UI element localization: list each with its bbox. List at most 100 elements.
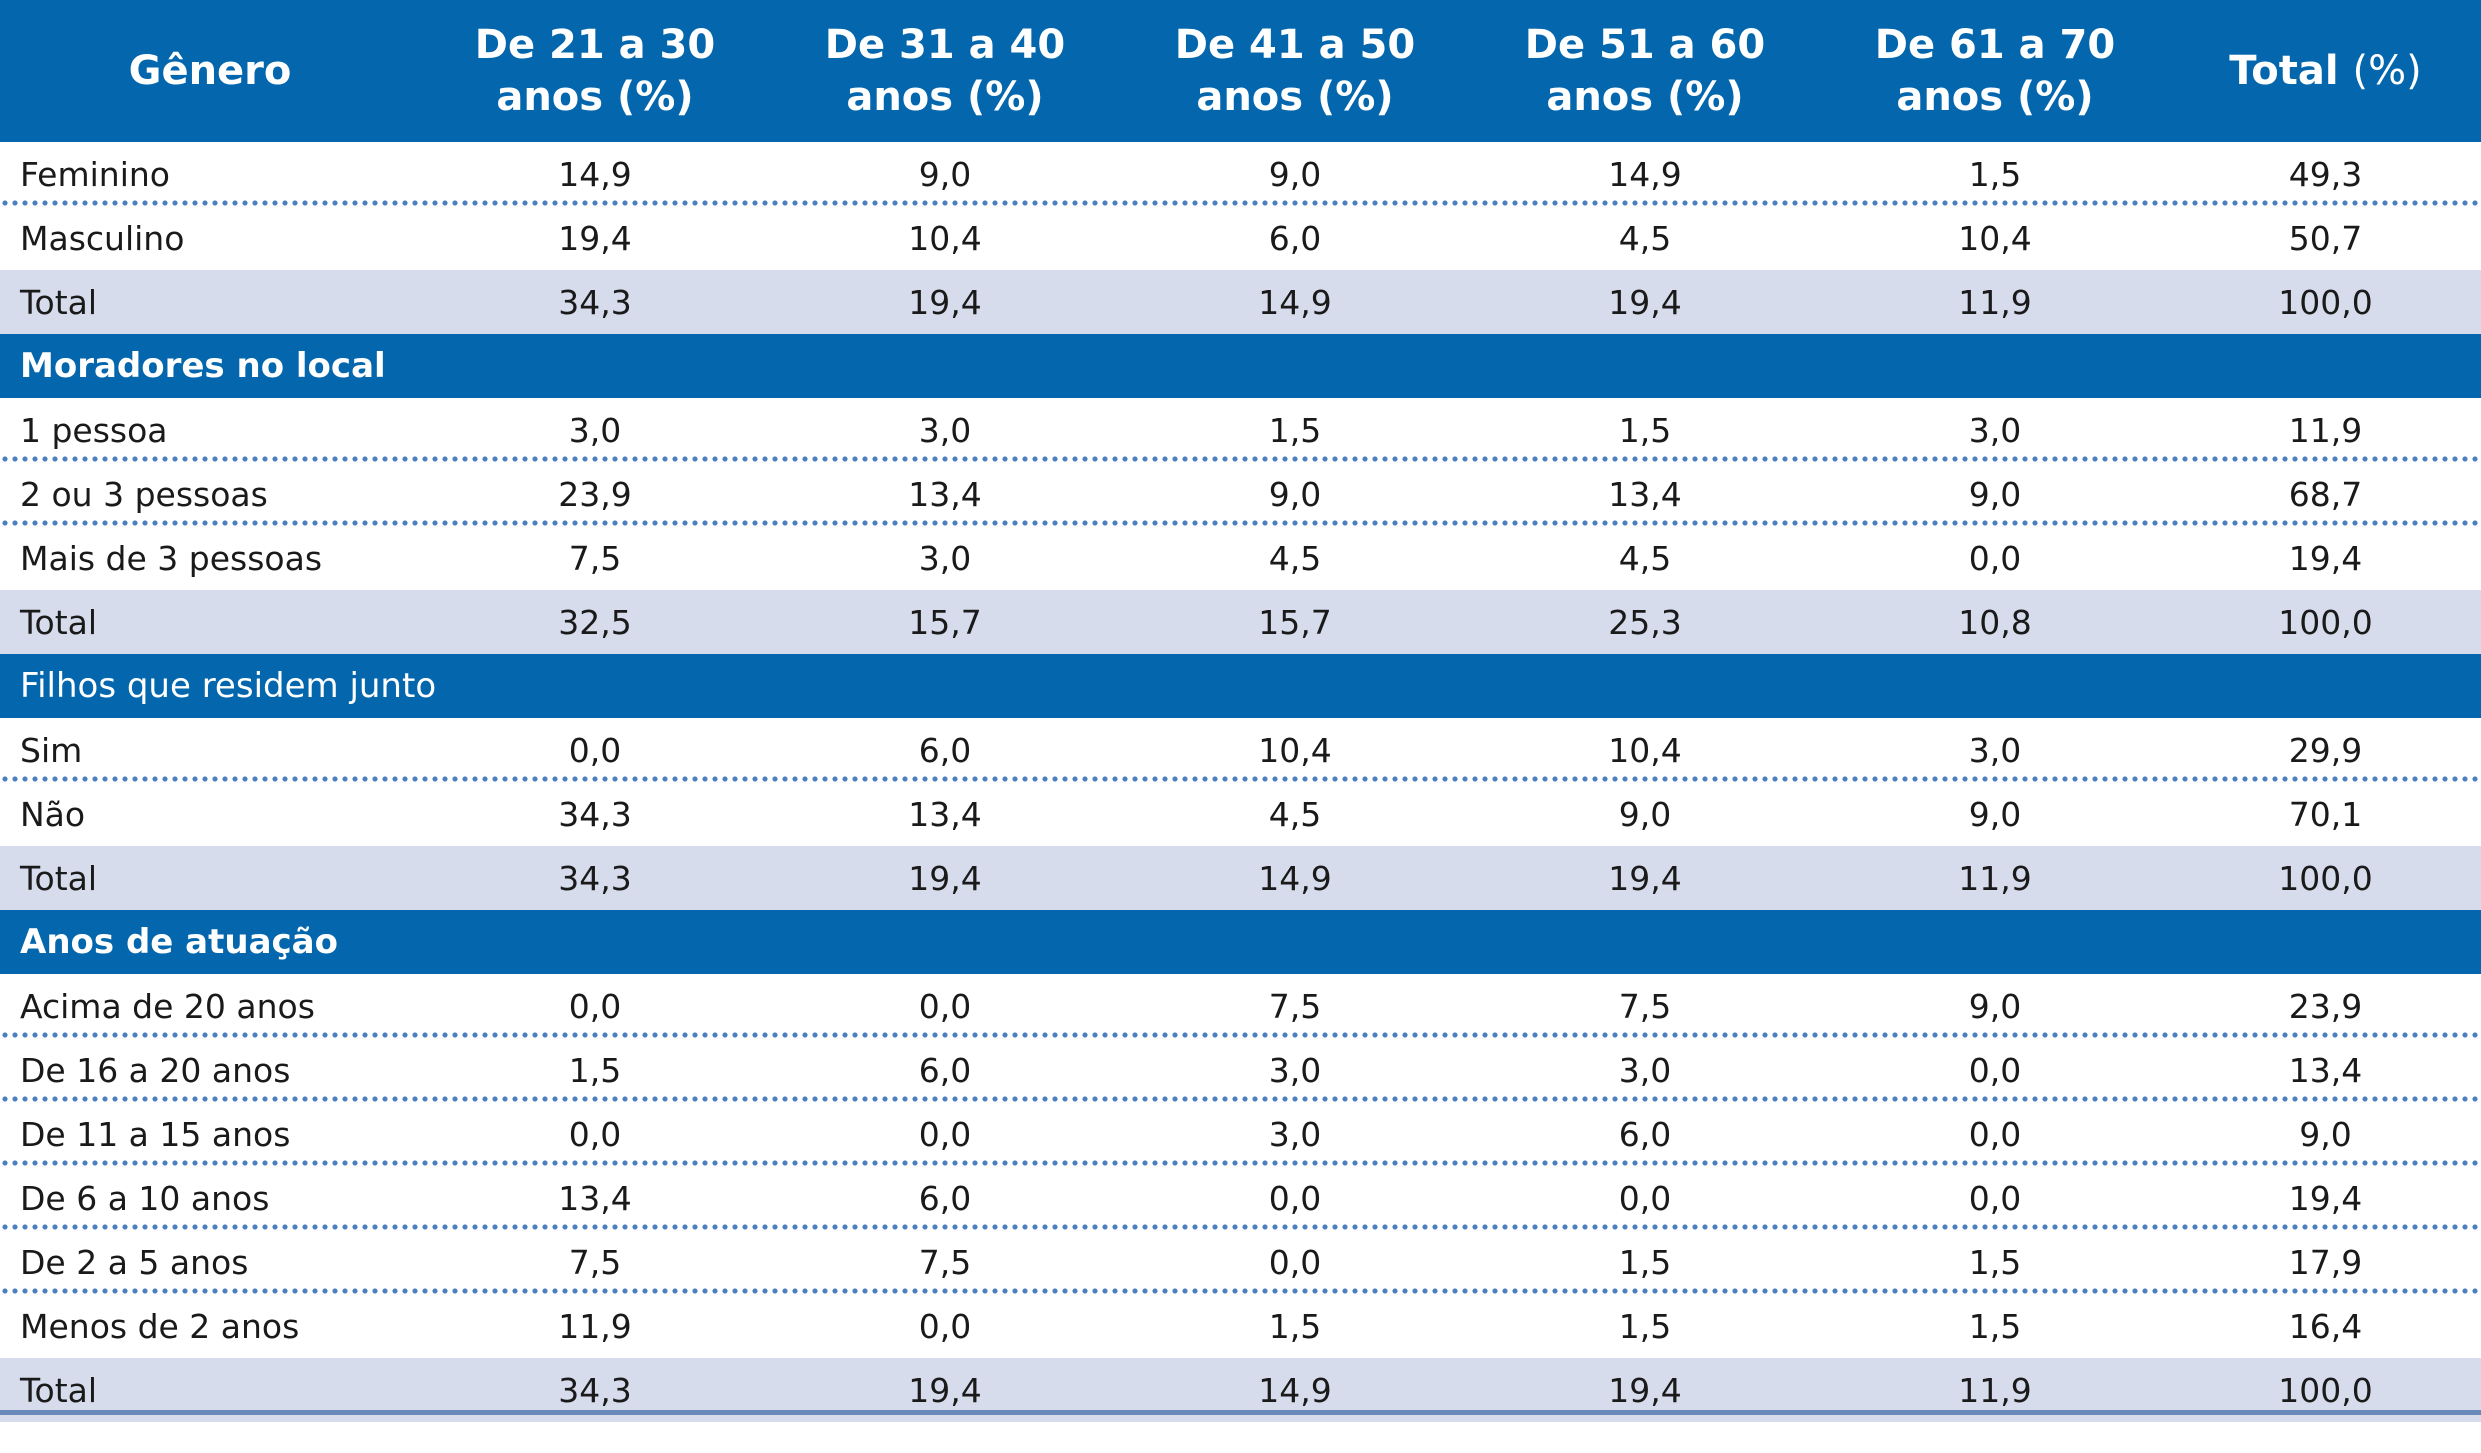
value-cell: 6,0 <box>1470 1102 1820 1166</box>
value-cell: 1,5 <box>1120 398 1470 462</box>
value-cell: 6,0 <box>770 1038 1120 1102</box>
value-cell: 0,0 <box>420 974 770 1038</box>
value-cell: 1,5 <box>420 1038 770 1102</box>
header-unit: anos (%) <box>1196 74 1394 120</box>
header-age-21-30: De 21 a 30 anos (%) <box>420 0 770 142</box>
value-cell: 9,0 <box>1120 142 1470 206</box>
value-cell: 0,0 <box>770 974 1120 1038</box>
header-range: De 21 a 30 <box>474 22 716 68</box>
section-title: Anos de atuação <box>20 922 338 962</box>
row-total-cell: 19,4 <box>2288 538 2363 578</box>
row-label: Menos de 2 anos <box>20 1306 300 1346</box>
value-cell: 6,0 <box>770 718 1120 782</box>
total-value-cell: 14,9 <box>1120 846 1470 910</box>
value-cell: 3,0 <box>918 538 972 578</box>
total-value-cell: 19,4 <box>770 270 1120 334</box>
row-label: Acima de 20 anos <box>0 974 420 1038</box>
value-cell: 10,4 <box>908 218 982 258</box>
row-total-cell: 9,0 <box>2170 1102 2481 1166</box>
value-cell: 13,4 <box>770 462 1120 526</box>
table-row: De 16 a 20 anos 1,5 6,0 3,0 3,0 0,0 13,4 <box>0 1038 2481 1102</box>
header-total-unit: (%) <box>2352 48 2422 94</box>
table-row: Masculino 19,4 10,4 6,0 4,5 10,4 50,7 <box>0 206 2481 270</box>
total-value-cell: 25,3 <box>1470 590 1820 654</box>
table-row: Feminino 14,9 9,0 9,0 14,9 1,5 49,3 <box>0 142 2481 206</box>
section-title: Filhos que residem junto <box>20 666 437 706</box>
header-genero: Gênero <box>128 48 292 94</box>
row-label: 2 ou 3 pessoas <box>0 462 420 526</box>
row-label: De 16 a 20 anos <box>0 1038 420 1102</box>
header-range: De 41 a 50 <box>1174 22 1416 68</box>
data-table: Gênero De 21 a 30 anos (%) De 31 a 40 anos… <box>0 0 2481 1422</box>
value-cell: 7,5 <box>1470 974 1820 1038</box>
section-header-row: Anos de atuação <box>0 910 2481 974</box>
total-row: Total 34,3 19,4 14,9 19,4 11,9 100,0 <box>0 270 2481 334</box>
table-row: De 11 a 15 anos 0,0 0,0 3,0 6,0 0,0 9,0 <box>0 1102 2481 1166</box>
total-value-cell: 100,0 <box>2170 590 2481 654</box>
row-total-cell: 49,3 <box>2170 142 2481 206</box>
value-cell: 1,5 <box>1268 1306 1322 1346</box>
row-total-cell: 70,1 <box>2288 794 2363 834</box>
row-label: De 2 a 5 anos <box>0 1230 420 1294</box>
value-cell: 3,0 <box>1820 398 2170 462</box>
table-row: Menos de 2 anos 11,9 0,0 1,5 1,5 1,5 16,4 <box>0 1294 2481 1358</box>
value-cell: 34,3 <box>558 794 632 834</box>
value-cell: 3,0 <box>1120 1102 1470 1166</box>
value-cell: 0,0 <box>1820 1038 2170 1102</box>
value-cell: 4,5 <box>1618 218 1672 258</box>
value-cell: 9,0 <box>1820 462 2170 526</box>
row-label: De 11 a 15 anos <box>0 1102 420 1166</box>
table-row: Sim 0,0 6,0 10,4 10,4 3,0 29,9 <box>0 718 2481 782</box>
value-cell: 14,9 <box>420 142 770 206</box>
value-cell: 9,0 <box>770 142 1120 206</box>
section-header-row: Filhos que residem junto <box>0 654 2481 718</box>
row-total-cell: 13,4 <box>2170 1038 2481 1102</box>
row-total-cell: 29,9 <box>2170 718 2481 782</box>
value-cell: 9,0 <box>1618 794 1672 834</box>
total-value-cell: 15,7 <box>770 590 1120 654</box>
header-age-31-40: De 31 a 40 anos (%) <box>770 0 1120 142</box>
table-row: Acima de 20 anos 0,0 0,0 7,5 7,5 9,0 23,9 <box>0 974 2481 1038</box>
table-row: Não 34,3 13,4 4,5 9,0 9,0 70,1 <box>0 782 2481 846</box>
row-total-cell: 23,9 <box>2170 974 2481 1038</box>
header-unit: anos (%) <box>1546 74 1744 120</box>
header-row: Gênero De 21 a 30 anos (%) De 31 a 40 anos… <box>0 0 2481 142</box>
header-age-61-70: De 61 a 70 anos (%) <box>1820 0 2170 142</box>
row-label: De 6 a 10 anos <box>0 1166 420 1230</box>
value-cell: 4,5 <box>1618 538 1672 578</box>
value-cell: 4,5 <box>1268 794 1322 834</box>
value-cell: 4,5 <box>1268 538 1322 578</box>
value-cell: 0,0 <box>1120 1166 1470 1230</box>
header-unit: anos (%) <box>1896 74 2094 120</box>
header-unit: anos (%) <box>496 74 694 120</box>
value-cell: 0,0 <box>1470 1166 1820 1230</box>
total-value-cell: 100,0 <box>2170 270 2481 334</box>
value-cell: 6,0 <box>1268 218 1322 258</box>
total-value-cell: 19,4 <box>770 846 1120 910</box>
header-range: De 31 a 40 <box>824 22 1066 68</box>
value-cell: 7,5 <box>770 1230 1120 1294</box>
total-value-cell: 14,9 <box>1120 270 1470 334</box>
total-value-cell: 15,7 <box>1120 590 1470 654</box>
value-cell: 1,5 <box>1820 1230 2170 1294</box>
row-total-cell: 17,9 <box>2170 1230 2481 1294</box>
value-cell: 7,5 <box>420 1230 770 1294</box>
section-header-row: Moradores no local <box>0 334 2481 398</box>
table-row: 2 ou 3 pessoas 23,9 13,4 9,0 13,4 9,0 68,7 <box>0 462 2481 526</box>
row-total-cell: 19,4 <box>2170 1166 2481 1230</box>
total-row: Total 34,3 19,4 14,9 19,4 11,9 100,0 <box>0 846 2481 910</box>
total-value-cell: 34,3 <box>420 270 770 334</box>
value-cell: 1,5 <box>1820 142 2170 206</box>
value-cell: 9,0 <box>1968 794 2022 834</box>
row-total-cell: 11,9 <box>2170 398 2481 462</box>
row-total-cell: 68,7 <box>2170 462 2481 526</box>
total-value-cell: 32,5 <box>420 590 770 654</box>
value-cell: 3,0 <box>1820 718 2170 782</box>
header-unit: anos (%) <box>846 74 1044 120</box>
value-cell: 10,4 <box>1470 718 1820 782</box>
header-age-51-60: De 51 a 60 anos (%) <box>1470 0 1820 142</box>
header-total: Total (%) <box>2170 0 2481 142</box>
row-total-cell: 16,4 <box>2288 1306 2363 1346</box>
row-label: Masculino <box>20 218 185 258</box>
value-cell: 3,0 <box>420 398 770 462</box>
